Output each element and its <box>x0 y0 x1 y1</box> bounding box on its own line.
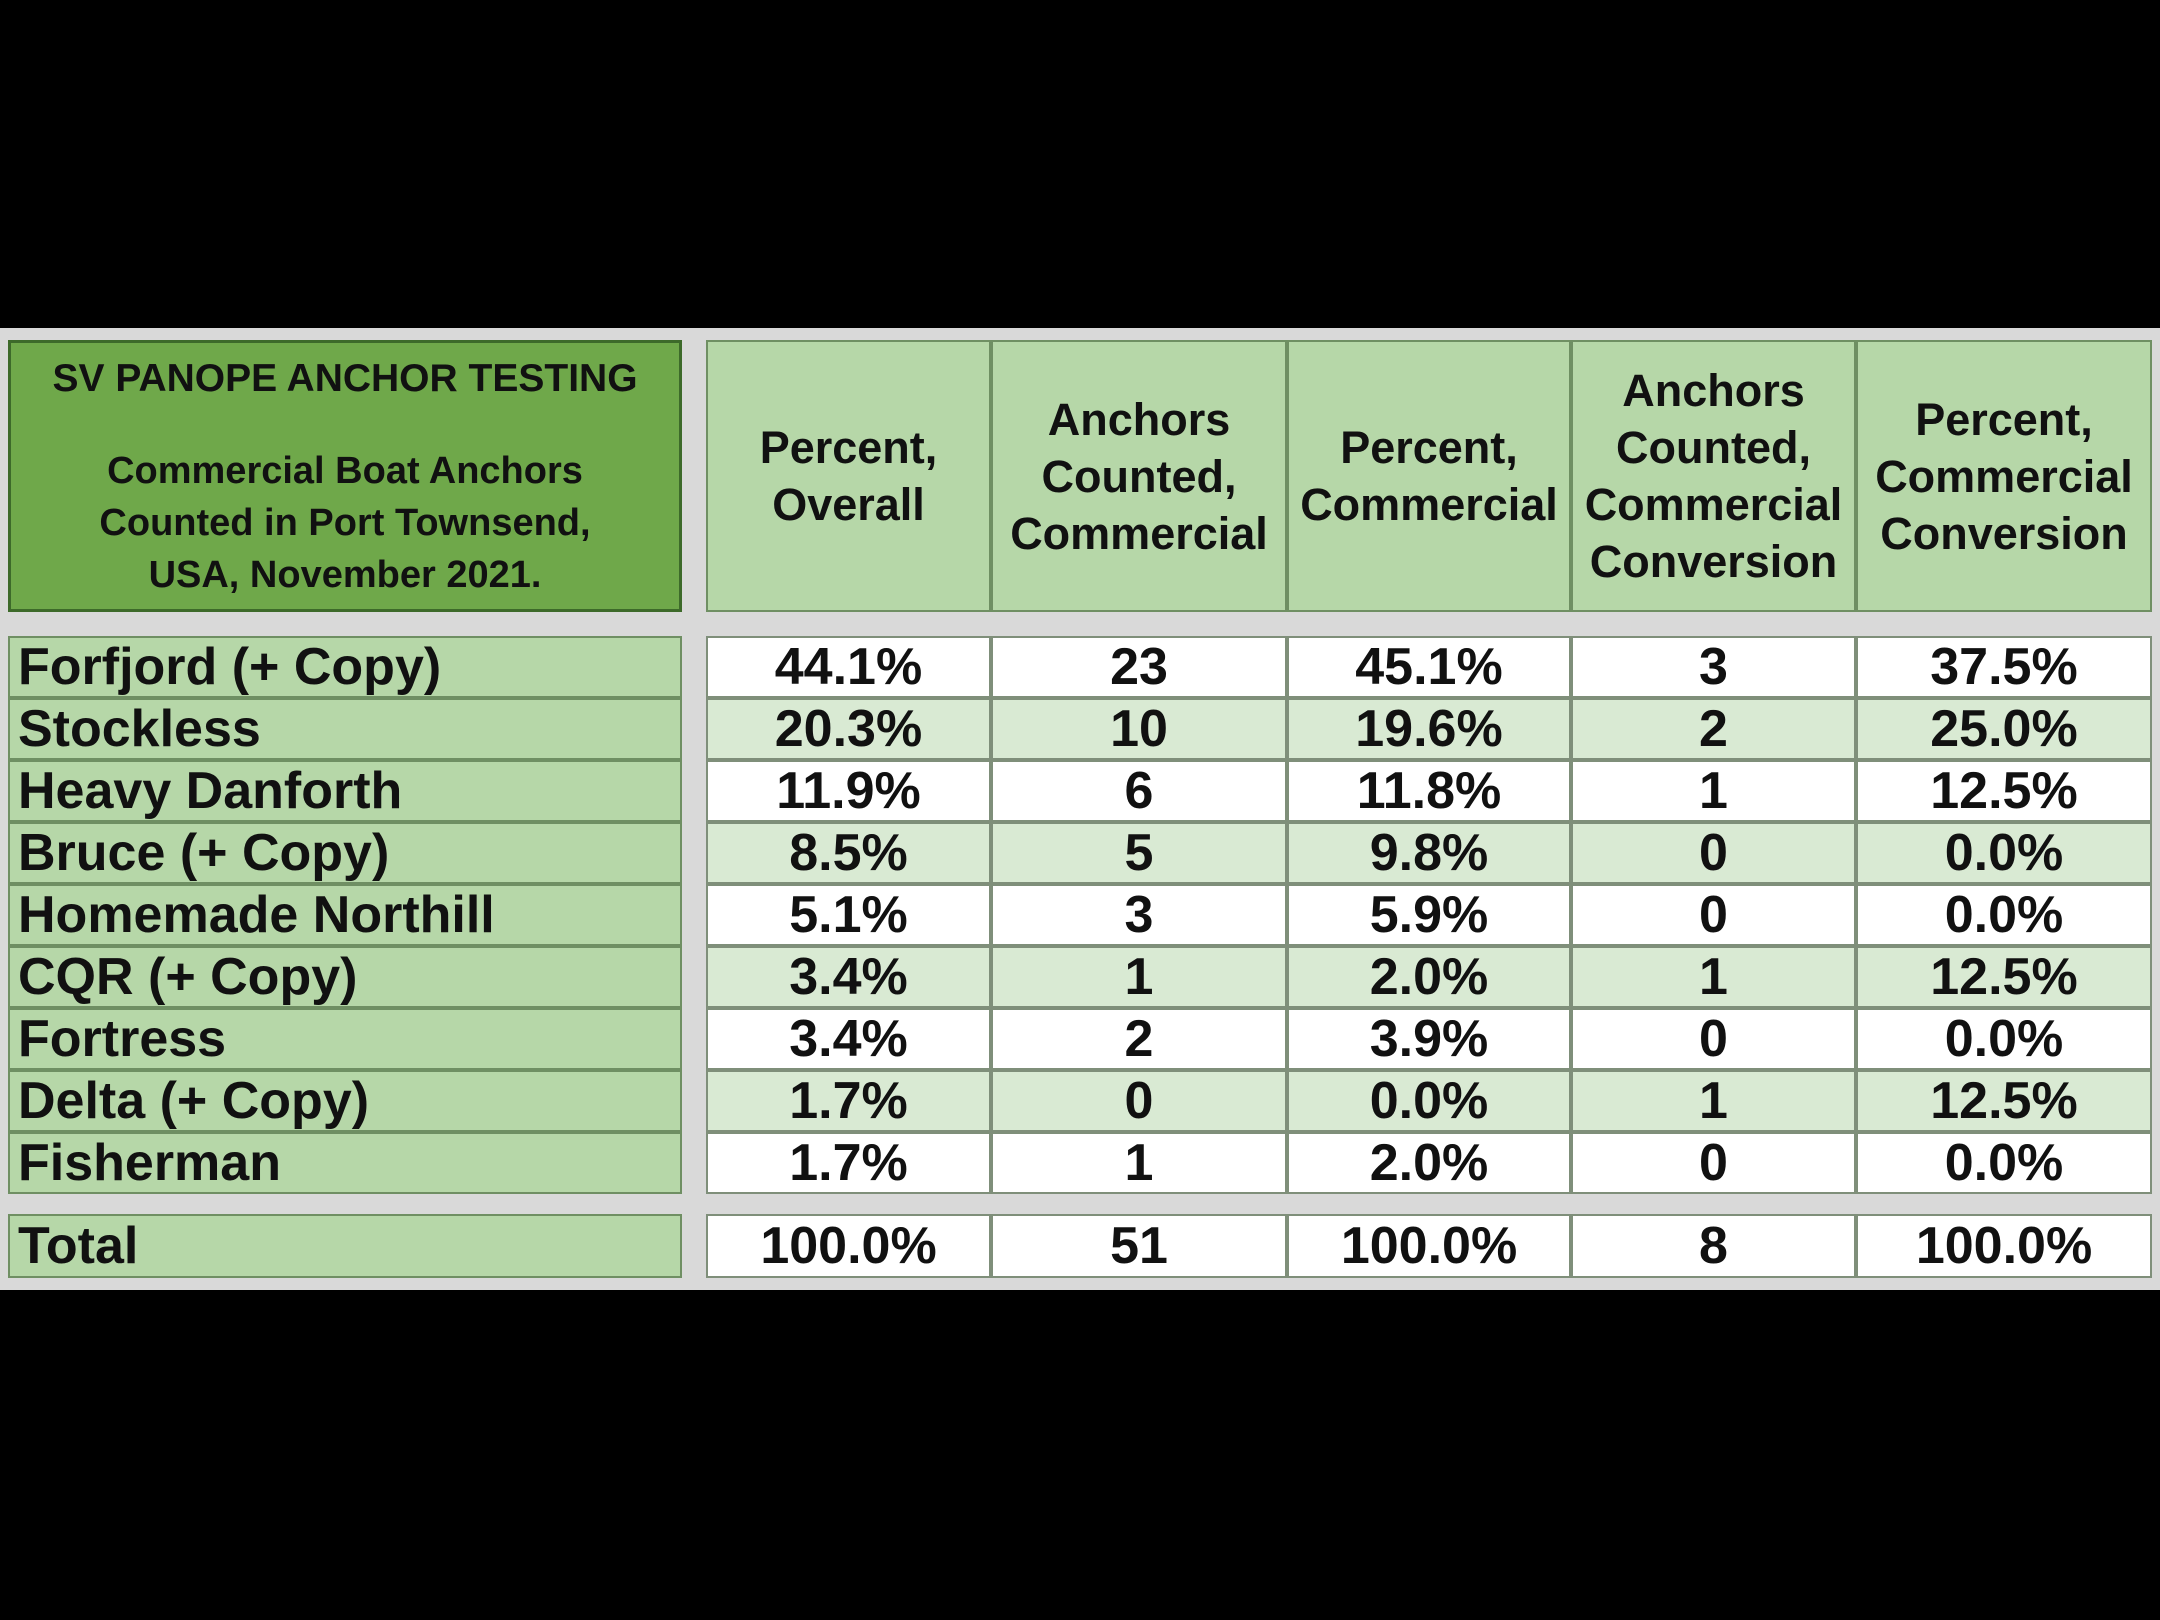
table-cell: 2.0% <box>1287 1132 1571 1194</box>
table-cell: 25.0% <box>1856 698 2152 760</box>
table-cell: 6 <box>991 760 1287 822</box>
table-cell: 20.3% <box>706 698 991 760</box>
table-cell: 3 <box>991 884 1287 946</box>
row-label: Bruce (+ Copy) <box>8 822 682 884</box>
table-cell: 5 <box>991 822 1287 884</box>
row-label: CQR (+ Copy) <box>8 946 682 1008</box>
column-header: Percent, Commercial <box>1287 340 1571 612</box>
table-cell: 37.5% <box>1856 636 2152 698</box>
table-cell: 2 <box>1571 698 1856 760</box>
table-cell: 1.7% <box>706 1070 991 1132</box>
column-header: Anchors Counted, Commercial Conversion <box>1571 340 1856 612</box>
table-cell: 1 <box>1571 1070 1856 1132</box>
table-cell: 0 <box>991 1070 1287 1132</box>
column-header: Anchors Counted, Commercial <box>991 340 1287 612</box>
table-cell: 0.0% <box>1856 1008 2152 1070</box>
total-cell: 8 <box>1571 1214 1856 1278</box>
total-cell: 51 <box>991 1214 1287 1278</box>
table-cell: 2.0% <box>1287 946 1571 1008</box>
table-cell: 0.0% <box>1287 1070 1571 1132</box>
table-cell: 44.1% <box>706 636 991 698</box>
table-cell: 23 <box>991 636 1287 698</box>
anchor-table-slide: SV PANOPE ANCHOR TESTING Commercial Boat… <box>0 328 2160 1290</box>
table-cell: 3.4% <box>706 1008 991 1070</box>
total-cell: 100.0% <box>1287 1214 1571 1278</box>
table-cell: 1 <box>1571 946 1856 1008</box>
column-header: Percent, Overall <box>706 340 991 612</box>
table-cell: 0.0% <box>1856 1132 2152 1194</box>
table-cell: 12.5% <box>1856 946 2152 1008</box>
row-label: Homemade Northill <box>8 884 682 946</box>
table-cell: 1 <box>1571 760 1856 822</box>
table-cell: 1.7% <box>706 1132 991 1194</box>
row-label: Delta (+ Copy) <box>8 1070 682 1132</box>
table-subtitle-line-2: Counted in Port Townsend, <box>99 502 591 544</box>
table-title-block: SV PANOPE ANCHOR TESTING Commercial Boat… <box>8 340 682 612</box>
row-label: Fortress <box>8 1008 682 1070</box>
table-cell: 5.1% <box>706 884 991 946</box>
table-cell: 0 <box>1571 822 1856 884</box>
table-cell: 11.8% <box>1287 760 1571 822</box>
table-cell: 5.9% <box>1287 884 1571 946</box>
table-title: SV PANOPE ANCHOR TESTING <box>52 357 638 400</box>
table-cell: 0 <box>1571 884 1856 946</box>
table-cell: 0 <box>1571 1008 1856 1070</box>
table-cell: 0 <box>1571 1132 1856 1194</box>
table-cell: 3.9% <box>1287 1008 1571 1070</box>
table-cell: 9.8% <box>1287 822 1571 884</box>
table-cell: 3 <box>1571 636 1856 698</box>
table-cell: 11.9% <box>706 760 991 822</box>
table-cell: 8.5% <box>706 822 991 884</box>
row-label: Stockless <box>8 698 682 760</box>
row-label: Fisherman <box>8 1132 682 1194</box>
column-header: Percent, Commercial Conversion <box>1856 340 2152 612</box>
table-cell: 45.1% <box>1287 636 1571 698</box>
table-cell: 10 <box>991 698 1287 760</box>
table-cell: 0.0% <box>1856 822 2152 884</box>
total-cell: 100.0% <box>1856 1214 2152 1278</box>
table-cell: 1 <box>991 946 1287 1008</box>
table-cell: 2 <box>991 1008 1287 1070</box>
table-subtitle-line-3: USA, November 2021. <box>148 554 542 596</box>
table-cell: 3.4% <box>706 946 991 1008</box>
row-label: Heavy Danforth <box>8 760 682 822</box>
table-cell: 0.0% <box>1856 884 2152 946</box>
table-cell: 12.5% <box>1856 1070 2152 1132</box>
table-cell: 1 <box>991 1132 1287 1194</box>
table-cell: 19.6% <box>1287 698 1571 760</box>
total-cell: 100.0% <box>706 1214 991 1278</box>
table-subtitle-line-1: Commercial Boat Anchors <box>107 450 583 492</box>
row-label: Forfjord (+ Copy) <box>8 636 682 698</box>
total-label: Total <box>8 1214 682 1278</box>
table-cell: 12.5% <box>1856 760 2152 822</box>
